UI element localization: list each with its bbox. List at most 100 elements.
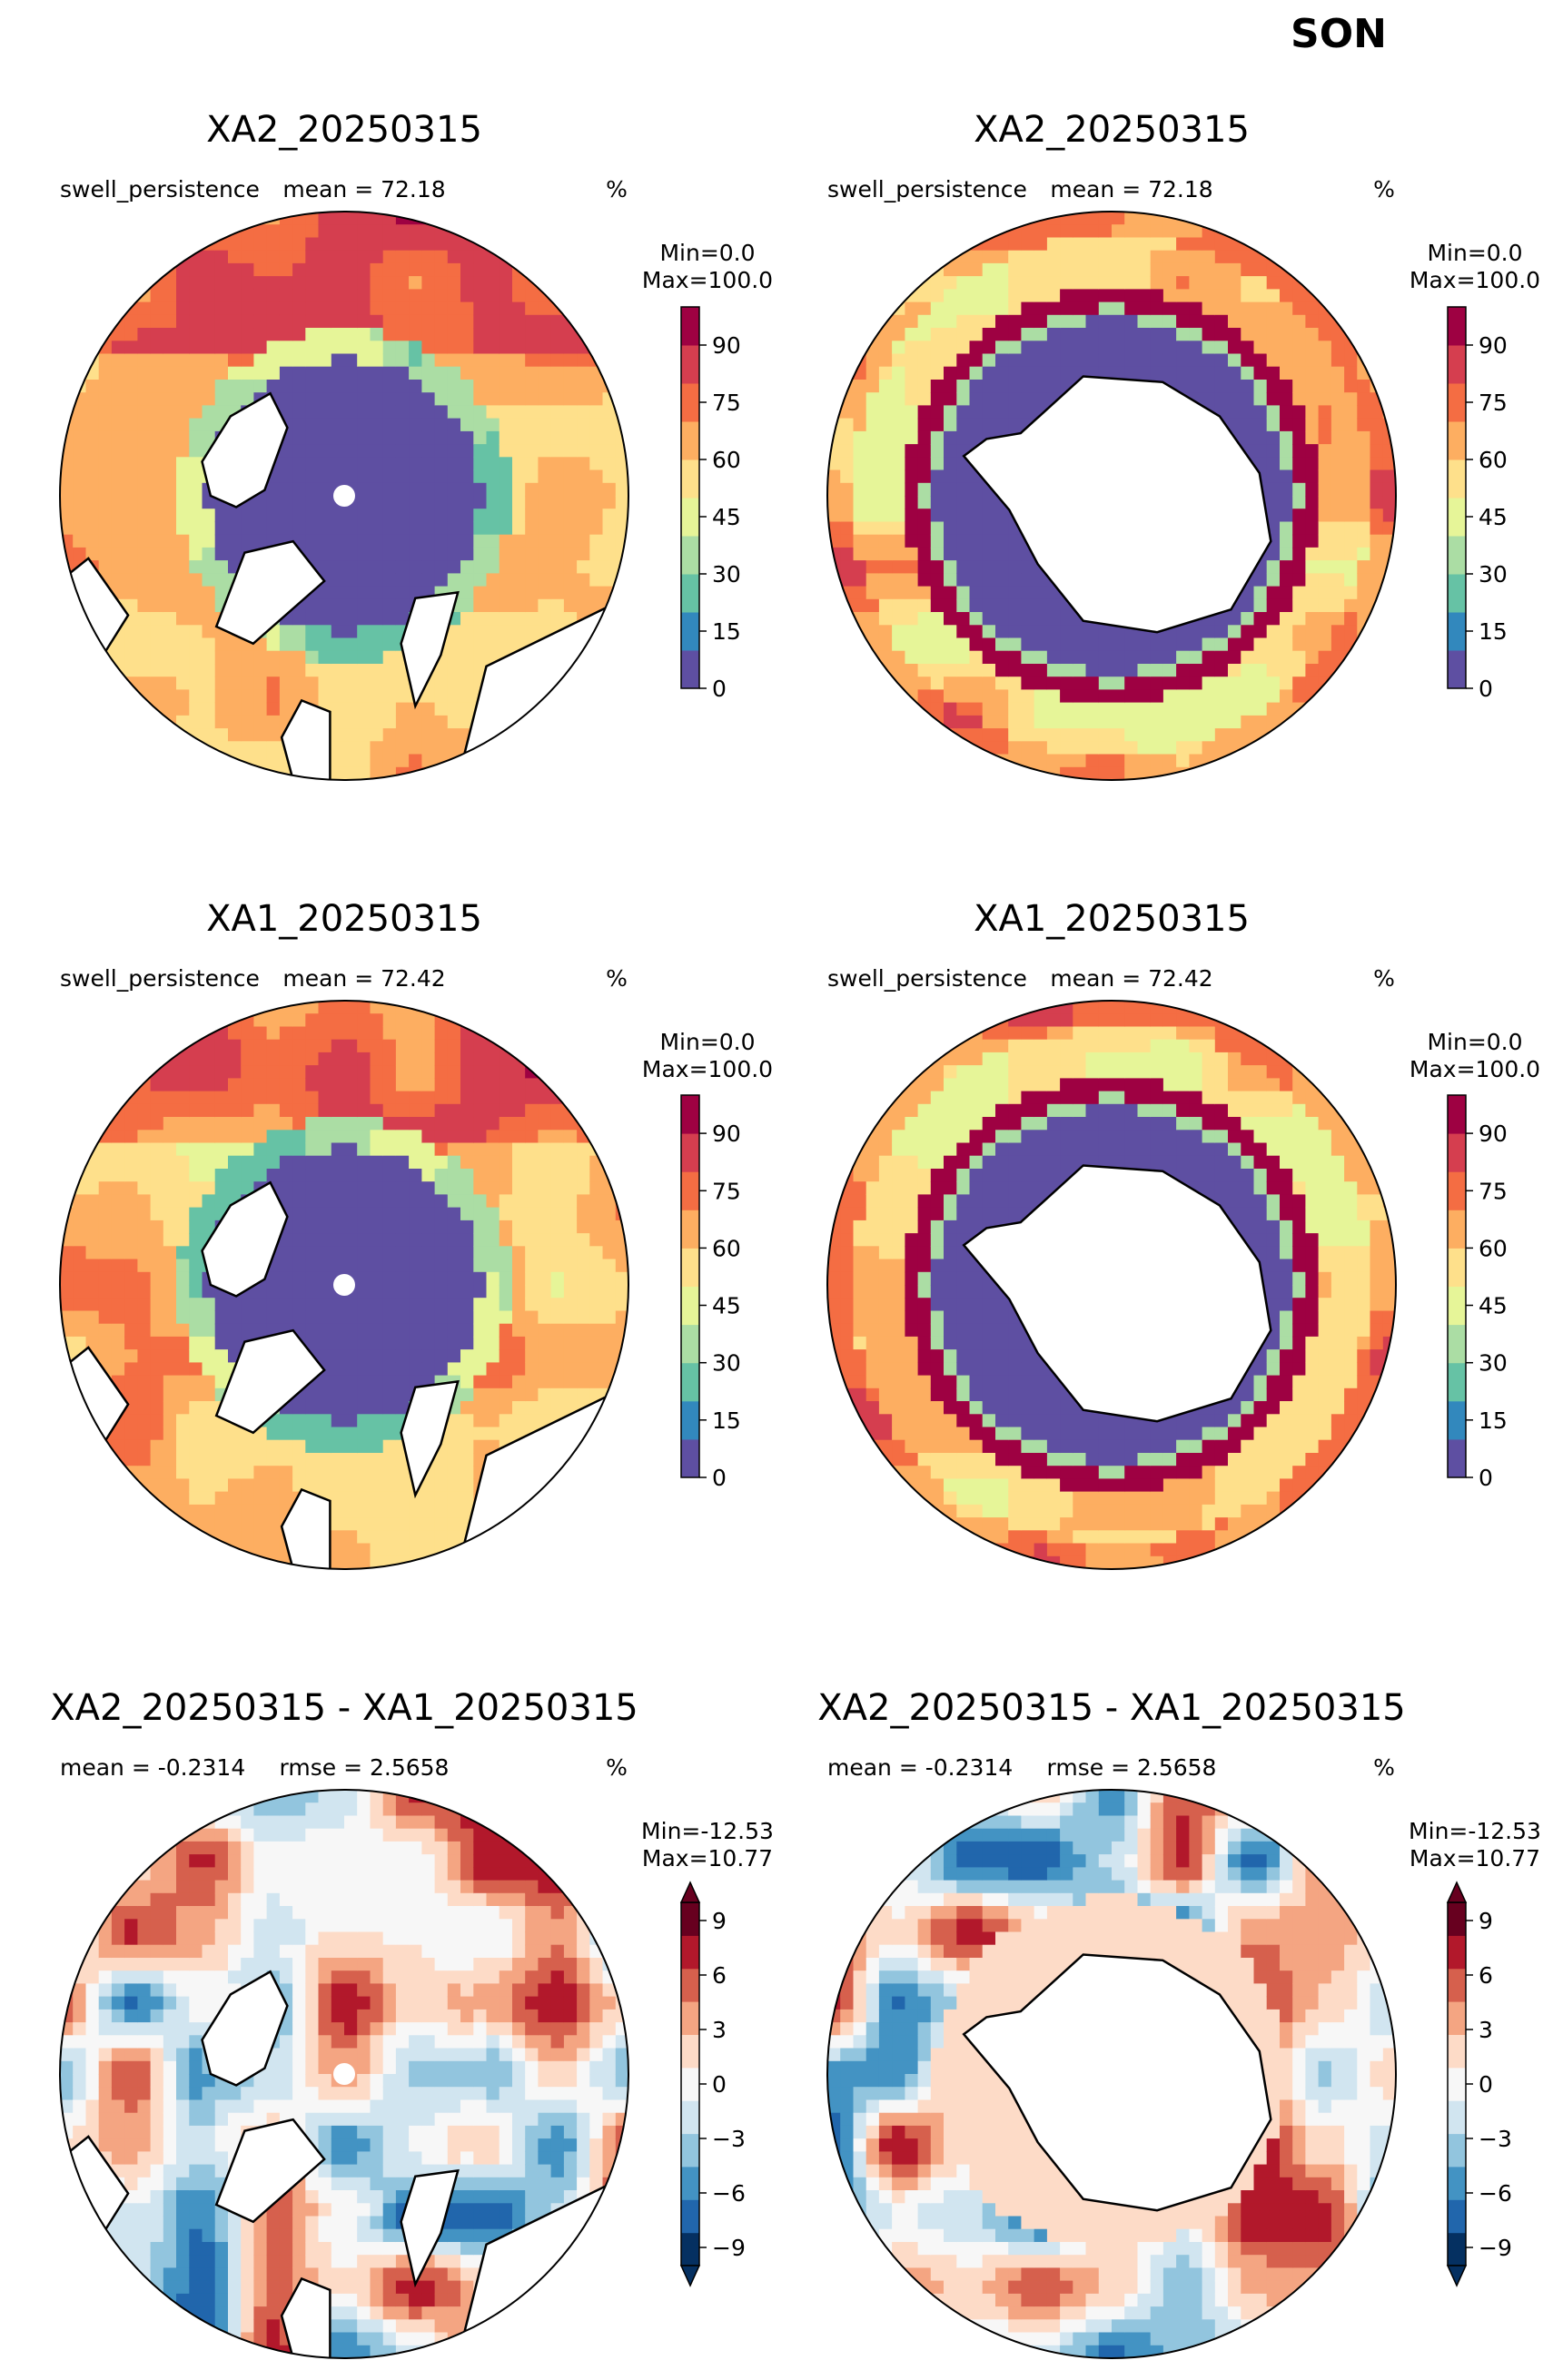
panel-units-label: % (606, 965, 628, 992)
colorbar-tick-label: 3 (1479, 2017, 1493, 2043)
panel-stats: Min=0.0 Max=100.0 (1410, 240, 1540, 293)
pole-hole (333, 485, 355, 507)
land-mass (214, 1328, 326, 1435)
pole-hole (333, 1274, 355, 1296)
panel-center-label: mean = 72.18 (282, 176, 445, 202)
land-mass (201, 1970, 289, 2087)
panel-title: XA1_20250315 (206, 898, 482, 940)
panel-stats: Min=-12.53 Max=10.77 (1409, 1818, 1541, 1871)
colorbar-tick-label: 90 (1479, 332, 1508, 359)
panel-left-label: swell_persistence (60, 965, 260, 992)
colorbar-tick-label: 45 (712, 504, 741, 530)
colorbar-tick-label: 60 (1479, 447, 1508, 473)
colorbar-tick-label: −9 (712, 2235, 746, 2261)
colorbar-tick-label: 60 (712, 447, 741, 473)
panel-units-label: % (1373, 176, 1395, 202)
land-mass (962, 1953, 1272, 2212)
panel-title: XA1_20250315 (974, 898, 1250, 940)
map-boundary (59, 1789, 629, 2359)
colorbar-tick-label: 45 (1479, 1293, 1508, 1319)
colorbar-tick-label: 75 (1479, 390, 1508, 416)
land-mass (280, 698, 331, 780)
map-field (60, 212, 628, 780)
colorbar: −9 −6 −3 0 3 6 9 (1446, 1881, 1512, 2287)
colorbar-tick-label: 75 (1479, 1178, 1508, 1204)
map-field (827, 1001, 1396, 1569)
panel-units-label: % (606, 1754, 628, 1781)
land-mass (280, 1487, 331, 1569)
map-panel-2: XA2_20250315 swell_persistence mean = 72.1… (826, 109, 1540, 781)
colorbar-tick-label: 0 (1479, 676, 1493, 702)
colorbar-tick-label: 60 (712, 1235, 741, 1261)
colorbar: 0 15 30 45 60 75 90 (680, 306, 741, 702)
panel-left-label: swell_persistence (827, 176, 1027, 202)
colorbar-tick-label: 15 (712, 618, 741, 645)
panel-stats: Min=-12.53 Max=10.77 (641, 1818, 774, 1871)
land-mass (962, 375, 1272, 634)
colorbar-tick-label: 90 (712, 332, 741, 359)
land-mass (201, 391, 289, 509)
colorbar-tick-label: 0 (712, 676, 727, 702)
colorbar-tick-label: 0 (712, 1465, 727, 1491)
panel-title: XA2_20250315 - XA1_20250315 (50, 1687, 638, 1729)
colorbar-tick-label: 0 (1479, 2071, 1493, 2098)
panel-stats: Min=0.0 Max=100.0 (1410, 1029, 1540, 1082)
colorbar-tick-label: 30 (1479, 1350, 1508, 1377)
map-boundary (826, 1000, 1397, 1570)
land-mass (214, 2118, 326, 2224)
colorbar-tick-label: −3 (712, 2126, 746, 2152)
colorbar-tick-label: 90 (1479, 1121, 1508, 1147)
land-mass (214, 539, 326, 646)
colorbar-tick-label: 30 (712, 1350, 741, 1377)
panel-left-label: mean = -0.2314 (60, 1754, 245, 1781)
panel-center-label: mean = 72.42 (282, 965, 445, 992)
colorbar-tick-label: −9 (1479, 2235, 1512, 2261)
land-mass (400, 2168, 460, 2288)
panel-title: XA2_20250315 (974, 109, 1250, 151)
map-boundary (826, 211, 1397, 781)
colorbar-tick-label: 9 (712, 1908, 727, 1934)
pole-hole (333, 2063, 355, 2085)
colorbar-tick-label: 30 (1479, 561, 1508, 588)
land-mass (962, 1164, 1272, 1423)
colorbar-tick-label: 75 (712, 390, 741, 416)
colorbar-tick-label: 90 (712, 1121, 741, 1147)
panel-title: XA2_20250315 - XA1_20250315 (817, 1687, 1405, 1729)
colorbar-tick-label: −3 (1479, 2126, 1512, 2152)
panel-left-label: mean = -0.2314 (827, 1754, 1013, 1781)
panel-center-label: mean = 72.18 (1050, 176, 1212, 202)
figure-title: SON (1291, 11, 1387, 57)
colorbar-tick-label: 75 (712, 1178, 741, 1204)
colorbar-tick-label: 6 (712, 1962, 727, 1989)
colorbar-tick-label: 15 (1479, 618, 1508, 645)
colorbar-tick-label: 15 (1479, 1407, 1508, 1434)
panel-title: XA2_20250315 (206, 109, 482, 151)
colorbar-tick-label: 6 (1479, 1962, 1493, 1989)
panel-center-label: mean = 72.42 (1050, 965, 1212, 992)
land-mass (400, 1379, 460, 1499)
colorbar-tick-label: 45 (712, 1293, 741, 1319)
map-panel-3: XA1_20250315 swell_persistence mean = 72.4… (59, 898, 773, 1570)
panel-left-label: swell_persistence (827, 965, 1027, 992)
panel-stats: Min=0.0 Max=100.0 (642, 1029, 773, 1082)
map-panel-1: XA2_20250315 swell_persistence mean = 72.1… (59, 109, 773, 781)
land-mass (400, 590, 460, 710)
colorbar: −9 −6 −3 0 3 6 9 (679, 1881, 746, 2287)
map-field (827, 1790, 1396, 2358)
map-boundary (59, 1000, 629, 1570)
colorbar-tick-label: −6 (712, 2180, 746, 2207)
colorbar-tick-label: 60 (1479, 1235, 1508, 1261)
colorbar-tick-label: 45 (1479, 504, 1508, 530)
colorbar: 0 15 30 45 60 75 90 (1447, 1094, 1508, 1491)
colorbar-tick-label: 3 (712, 2017, 727, 2043)
panel-stats: Min=0.0 Max=100.0 (642, 240, 773, 293)
map-field (827, 212, 1396, 780)
panel-left-label: swell_persistence (60, 176, 260, 202)
panel-center-label: rmse = 2.5658 (1047, 1754, 1217, 1781)
map-boundary (59, 211, 629, 781)
map-panel-4: XA1_20250315 swell_persistence mean = 72.4… (826, 898, 1540, 1570)
panel-units-label: % (606, 176, 628, 202)
